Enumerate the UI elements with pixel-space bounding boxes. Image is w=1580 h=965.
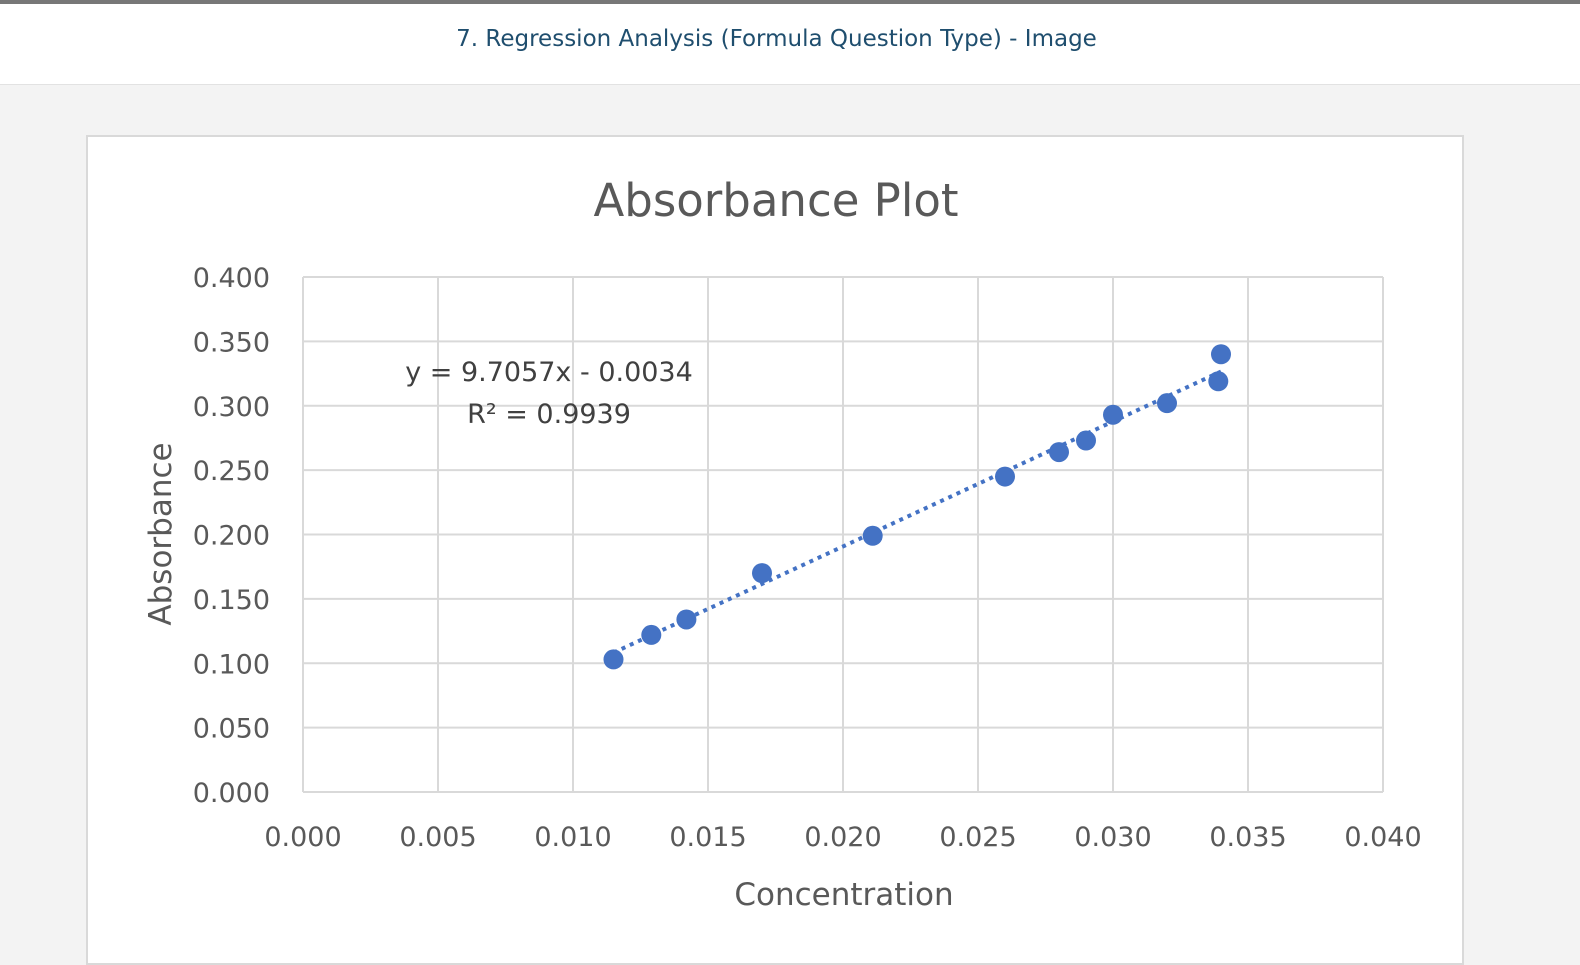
header-bar: 7. Regression Analysis (Formula Question… xyxy=(0,4,1580,85)
trendline-layer xyxy=(612,369,1222,655)
data-point xyxy=(1049,442,1069,463)
data-point xyxy=(995,466,1015,487)
x-tick-label: 0.035 xyxy=(1209,822,1286,853)
trendline-equation: y = 9.7057x - 0.0034 xyxy=(405,357,693,388)
y-tick-label: 0.350 xyxy=(193,327,270,358)
data-point xyxy=(676,609,697,630)
y-axis-title: Absorbance xyxy=(143,442,179,625)
data-point xyxy=(1211,344,1231,365)
data-point xyxy=(862,525,883,546)
top-strip xyxy=(0,0,1580,4)
data-point xyxy=(1103,404,1123,425)
x-tick-label: 0.005 xyxy=(399,822,476,853)
y-tick-label: 0.050 xyxy=(193,714,270,745)
trendline xyxy=(612,369,1222,655)
x-tick-label: 0.020 xyxy=(804,822,881,853)
x-tick-label: 0.040 xyxy=(1344,822,1421,853)
y-tick-label: 0.150 xyxy=(193,585,270,616)
axes: 0.000 0.005 0.010 0.015 0.020 0.025 0.030 0.035… xyxy=(193,263,1422,853)
grid xyxy=(302,276,1384,793)
x-tick-label: 0.010 xyxy=(534,822,611,853)
data-point xyxy=(603,649,624,670)
y-tick-label: 0.000 xyxy=(193,778,270,809)
x-axis-title: Concentration xyxy=(734,877,953,913)
y-tick-label: 0.300 xyxy=(193,392,270,423)
x-tick-label: 0.000 xyxy=(264,822,341,853)
x-tick-label: 0.030 xyxy=(1074,822,1151,853)
y-tick-label: 0.250 xyxy=(193,456,270,487)
data-point xyxy=(752,563,772,584)
x-tick-label: 0.025 xyxy=(939,822,1016,853)
data-point xyxy=(1157,393,1177,414)
question-title[interactable]: 7. Regression Analysis (Formula Question… xyxy=(456,26,1097,52)
absorbance-chart: 0.000 0.005 0.010 0.015 0.020 0.025 0.030 0.035… xyxy=(143,174,1422,913)
data-point xyxy=(1076,430,1096,451)
data-point xyxy=(641,624,662,645)
x-tick-label: 0.015 xyxy=(669,822,746,853)
y-tick-label: 0.400 xyxy=(193,263,270,294)
y-tick-label: 0.200 xyxy=(193,521,270,552)
chart-title: Absorbance Plot xyxy=(593,174,958,227)
y-tick-label: 0.100 xyxy=(193,649,270,680)
points-layer xyxy=(603,344,1231,670)
trendline-r-squared: R² = 0.9939 xyxy=(467,399,631,430)
chart-panel: 0.000 0.005 0.010 0.015 0.020 0.025 0.030 0.035… xyxy=(86,135,1464,965)
data-point xyxy=(1208,371,1229,392)
